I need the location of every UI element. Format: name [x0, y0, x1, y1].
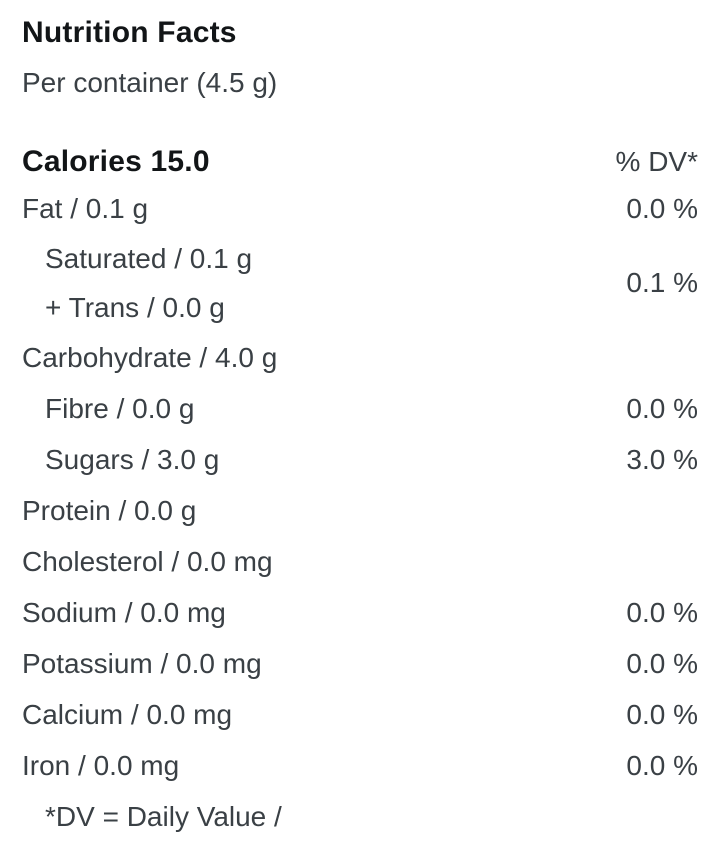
nutrient-row-sodium: Sodium / 0.0 mg 0.0 % [22, 587, 698, 638]
nutrient-label: Fibre / 0.0 g [45, 392, 195, 424]
nutrient-row-protein: Protein / 0.0 g [22, 485, 698, 536]
nutrient-row-cholesterol: Cholesterol / 0.0 mg [22, 536, 698, 587]
nutrient-row-sugars: Sugars / 3.0 g 3.0 % [22, 434, 698, 485]
calories-row: Calories 15.0 % DV* [22, 140, 698, 183]
nutrient-group-labels: Saturated / 0.1 g + Trans / 0.0 g [22, 234, 252, 332]
nutrient-dv: 0.0 % [626, 698, 698, 730]
nutrient-label: Protein / 0.0 g [22, 494, 197, 526]
nutrient-row-fat: Fat / 0.1 g 0.0 % [22, 183, 698, 234]
nutrient-row-calcium: Calcium / 0.0 mg 0.0 % [22, 689, 698, 740]
daily-value-column-header: % DV* [615, 145, 698, 177]
nutrient-row-potassium: Potassium / 0.0 mg 0.0 % [22, 638, 698, 689]
nutrient-label: Sodium / 0.0 mg [22, 596, 226, 628]
nutrient-dv: 0.0 % [626, 647, 698, 679]
nutrition-facts-title: Nutrition Facts [22, 16, 237, 49]
nutrient-row-fibre: Fibre / 0.0 g 0.0 % [22, 383, 698, 434]
footnote-row: *DV = Daily Value / [22, 791, 698, 842]
nutrient-label: Potassium / 0.0 mg [22, 647, 262, 679]
nutrient-dv: 3.0 % [626, 443, 698, 475]
nutrient-label: Cholesterol / 0.0 mg [22, 545, 273, 577]
nutrient-label: Iron / 0.0 mg [22, 749, 180, 781]
nutrient-label: Saturated / 0.1 g [45, 243, 253, 274]
nutrient-label: Fat / 0.1 g [22, 192, 149, 224]
nutrient-label: Sugars / 3.0 g [45, 443, 220, 475]
nutrient-label: + Trans / 0.0 g [45, 292, 225, 323]
nutrient-label: Calcium / 0.0 mg [22, 698, 233, 730]
calories-label: Calories 15.0 [22, 144, 210, 178]
nutrient-dv: 0.0 % [626, 192, 698, 224]
nutrient-row-saturated-trans: Saturated / 0.1 g + Trans / 0.0 g 0.1 % [22, 234, 698, 332]
nutrient-dv: 0.0 % [626, 596, 698, 628]
nutrient-dv: 0.0 % [626, 749, 698, 781]
nutrient-label: Carbohydrate / 4.0 g [22, 341, 278, 373]
nutrient-dv: 0.0 % [626, 392, 698, 424]
nutrient-dv: 0.1 % [626, 267, 698, 298]
nutrient-row-carbohydrate: Carbohydrate / 4.0 g [22, 332, 698, 383]
serving-size-text: Per container (4.5 g) [22, 67, 278, 98]
nutrient-row-iron: Iron / 0.0 mg 0.0 % [22, 740, 698, 791]
daily-value-footnote: *DV = Daily Value / [45, 800, 282, 832]
